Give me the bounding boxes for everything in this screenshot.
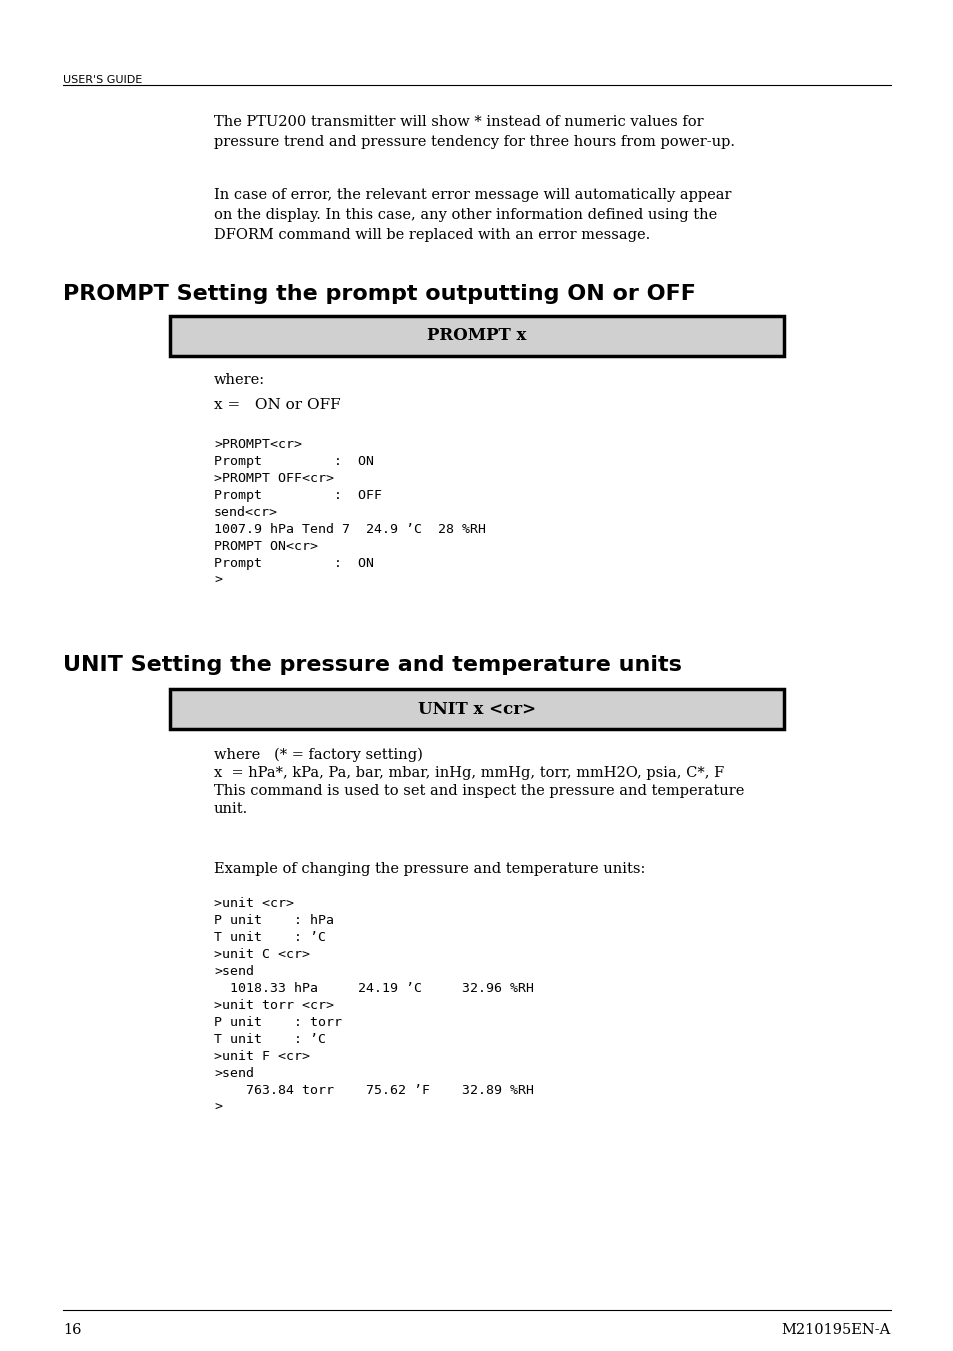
Text: >unit C <cr>: >unit C <cr> (213, 948, 310, 961)
Text: P unit    : hPa: P unit : hPa (213, 915, 334, 927)
Text: where:: where: (213, 373, 265, 386)
Text: send<cr>: send<cr> (213, 507, 277, 519)
Text: Prompt         :  OFF: Prompt : OFF (213, 489, 381, 503)
Text: UNIT x <cr>: UNIT x <cr> (417, 701, 536, 717)
Text: >send: >send (213, 965, 253, 978)
Text: >send: >send (213, 1067, 253, 1079)
Text: The PTU200 transmitter will show * instead of numeric values for
pressure trend : The PTU200 transmitter will show * inste… (213, 115, 734, 149)
Text: >: > (213, 1101, 222, 1115)
Bar (170, 689, 783, 730)
Text: >PROMPT OFF<cr>: >PROMPT OFF<cr> (213, 471, 334, 485)
Text: 16: 16 (63, 1323, 81, 1337)
Text: USER'S GUIDE: USER'S GUIDE (63, 76, 142, 85)
Text: PROMPT Setting the prompt outputting ON or OFF: PROMPT Setting the prompt outputting ON … (63, 284, 695, 304)
Bar (170, 316, 783, 357)
Text: unit.: unit. (213, 802, 248, 816)
Text: >unit <cr>: >unit <cr> (213, 897, 294, 911)
Text: >PROMPT<cr>: >PROMPT<cr> (213, 438, 302, 451)
Text: x =   ON or OFF: x = ON or OFF (213, 399, 340, 412)
Text: In case of error, the relevant error message will automatically appear
on the di: In case of error, the relevant error mes… (213, 188, 731, 242)
Text: Example of changing the pressure and temperature units:: Example of changing the pressure and tem… (213, 862, 644, 875)
Text: M210195EN-A: M210195EN-A (781, 1323, 890, 1337)
Text: PROMPT x: PROMPT x (427, 327, 526, 345)
Text: 1007.9 hPa Tend 7  24.9 ’C  28 %RH: 1007.9 hPa Tend 7 24.9 ’C 28 %RH (213, 523, 485, 536)
Text: T unit    : ’C: T unit : ’C (213, 931, 326, 944)
Text: where   (* = factory setting): where (* = factory setting) (213, 748, 422, 762)
Text: >: > (213, 574, 222, 586)
Text: x  = hPa*, kPa, Pa, bar, mbar, inHg, mmHg, torr, mmH2O, psia, C*, F: x = hPa*, kPa, Pa, bar, mbar, inHg, mmHg… (213, 766, 723, 780)
Text: P unit    : torr: P unit : torr (213, 1016, 341, 1029)
Text: T unit    : ’C: T unit : ’C (213, 1034, 326, 1046)
Text: PROMPT ON<cr>: PROMPT ON<cr> (213, 540, 317, 553)
Text: >unit F <cr>: >unit F <cr> (213, 1050, 310, 1063)
Text: Prompt         :  ON: Prompt : ON (213, 455, 374, 467)
Text: 1018.33 hPa     24.19 ’C     32.96 %RH: 1018.33 hPa 24.19 ’C 32.96 %RH (213, 982, 534, 994)
Text: 763.84 torr    75.62 ’F    32.89 %RH: 763.84 torr 75.62 ’F 32.89 %RH (213, 1084, 534, 1097)
Text: Prompt         :  ON: Prompt : ON (213, 557, 374, 570)
Text: >unit torr <cr>: >unit torr <cr> (213, 998, 334, 1012)
Text: UNIT Setting the pressure and temperature units: UNIT Setting the pressure and temperatur… (63, 655, 681, 676)
Text: This command is used to set and inspect the pressure and temperature: This command is used to set and inspect … (213, 784, 743, 798)
